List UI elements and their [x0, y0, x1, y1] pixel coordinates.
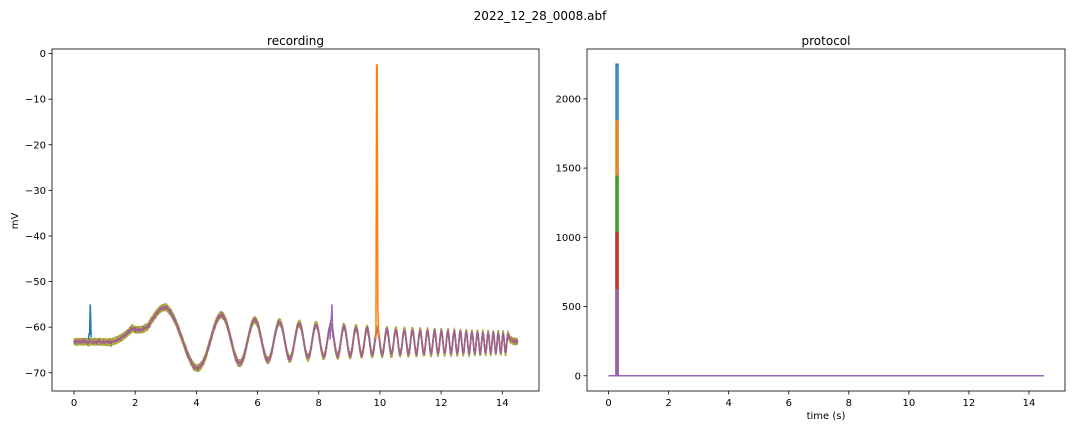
protocol-ticks: 0 2 4 6 8 10 12 14 0 500 1000 1500 2000 [556, 94, 1036, 409]
recording-xtick-label: 10 [374, 398, 387, 409]
recording-xtick-label: 14 [496, 398, 509, 409]
protocol-series-1 [608, 120, 1044, 377]
protocol-title: protocol [802, 34, 851, 48]
recording-ytick-label: −70 [25, 368, 46, 379]
protocol-series-0 [608, 63, 1044, 377]
recording-ytick-label: −30 [25, 186, 46, 197]
recording-ytick-label: −50 [25, 277, 46, 288]
protocol-ytick-label: 1000 [556, 233, 581, 244]
protocol-xtick-label: 14 [1023, 398, 1036, 409]
recording-feature-0 [375, 64, 380, 340]
recording-xtick-label: 8 [316, 398, 322, 409]
protocol-xtick-label: 0 [605, 398, 611, 409]
recording-ytick-label: 0 [40, 49, 46, 60]
recording-xtick-label: 6 [254, 398, 260, 409]
recording-plot-area [73, 64, 519, 373]
recording-xtick-label: 2 [132, 398, 138, 409]
protocol-xtick-label: 2 [665, 398, 671, 409]
recording-xtick-label: 4 [193, 398, 199, 409]
protocol-xtick-label: 10 [903, 398, 916, 409]
protocol-series-4 [608, 289, 1044, 377]
recording-frame [51, 48, 540, 392]
protocol-xtick-label: 4 [726, 398, 732, 409]
recording-title: recording [267, 34, 324, 48]
protocol-frame [586, 48, 1066, 392]
protocol-ytick-label: 2000 [556, 94, 581, 105]
protocol-xtick-label: 8 [846, 398, 852, 409]
recording-ylabel: mV [10, 213, 21, 230]
protocol-series-2 [608, 175, 1044, 377]
recording-ticks: 0 2 4 6 8 10 12 14 0 −10 −20 −30 −40 −50 −60 −70 [25, 49, 509, 409]
protocol-series-3 [608, 232, 1044, 377]
protocol-ytick-label: 0 [575, 371, 581, 382]
recording-axes: recording mV 0 2 4 6 8 10 12 14 0 −10 −20 −30 −40 −50… [10, 34, 540, 409]
recording-ytick-label: −60 [25, 323, 46, 334]
protocol-ytick-label: 1500 [556, 164, 581, 175]
protocol-plot-area [608, 63, 1044, 377]
figure-title: 2022_12_28_0008.abf [474, 9, 607, 23]
recording-trace-overlay [73, 304, 519, 372]
protocol-xlabel: time (s) [807, 411, 846, 422]
recording-feature-2 [329, 304, 334, 340]
recording-feature-1 [87, 304, 92, 340]
protocol-ytick-label: 500 [562, 302, 581, 313]
recording-ytick-label: −10 [25, 95, 46, 106]
recording-xtick-label: 12 [435, 398, 448, 409]
protocol-axes: protocol time (s) 0 2 4 6 8 10 12 14 0 500 1000 150… [556, 34, 1066, 422]
recording-ytick-label: −20 [25, 140, 46, 151]
recording-xtick-label: 0 [71, 398, 77, 409]
recording-ytick-label: −40 [25, 231, 46, 242]
protocol-xtick-label: 12 [963, 398, 976, 409]
protocol-xtick-label: 6 [786, 398, 792, 409]
